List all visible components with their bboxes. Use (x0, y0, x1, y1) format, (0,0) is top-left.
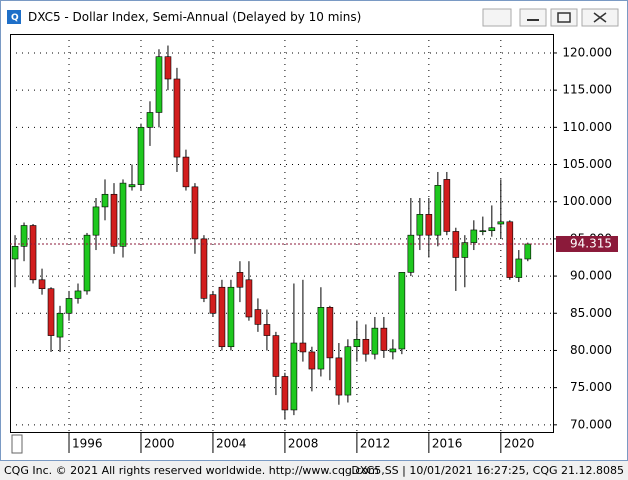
y-tick-label: 105.000 (562, 157, 612, 171)
candle-body (407, 234, 415, 273)
status-left: CQG Inc. © 2021 All rights reserved worl… (4, 464, 379, 477)
candle-body (371, 327, 379, 355)
maximize-glyph (557, 12, 571, 23)
link-button[interactable] (482, 8, 512, 27)
candle-body (200, 238, 208, 299)
candle-body (83, 234, 91, 292)
candle-body (209, 294, 217, 314)
y-tick-label: 100.000 (562, 194, 612, 208)
y-tick-label: 90.000 (570, 269, 612, 283)
candle-body (524, 243, 532, 260)
candle-body (137, 127, 145, 185)
candle-body (380, 327, 388, 351)
candle-body (389, 348, 397, 353)
y-tick-label: 80.000 (570, 343, 612, 357)
plot-area (10, 34, 554, 433)
x-tick-label: 2020 (504, 437, 535, 451)
last-price-box (556, 235, 618, 252)
candle-body (173, 78, 181, 158)
close-glyph (593, 12, 607, 23)
candle-body (38, 279, 46, 290)
candle-body (308, 351, 316, 370)
candle-body (434, 185, 442, 236)
candle-body (218, 286, 226, 348)
candle-body (74, 290, 82, 299)
candle-body (506, 221, 514, 278)
candle-body (65, 298, 73, 314)
y-tick-label: 75.000 (570, 380, 612, 394)
minimize-button[interactable] (519, 8, 547, 27)
candle-body (245, 279, 253, 318)
candle-body (236, 272, 244, 288)
scroll-handle[interactable] (11, 434, 23, 454)
candle-body (335, 357, 343, 396)
candle-body (290, 342, 298, 411)
candle-body (182, 156, 190, 188)
status-right: DXC5,SS | 10/01/2021 16:27:25, CQG 21.12… (351, 464, 624, 477)
candle-body (281, 376, 289, 411)
candle-body (488, 227, 496, 232)
candle-body (29, 225, 37, 281)
candle-body (443, 179, 451, 232)
candle-body (326, 307, 334, 359)
y-tick-label: 85.000 (570, 306, 612, 320)
last-price-label: 94.315 (570, 236, 612, 250)
x-tick-label: 1996 (72, 437, 103, 451)
candle-body (191, 186, 199, 240)
app-icon (7, 10, 21, 24)
candle-body (425, 214, 433, 236)
y-tick-label: 110.000 (562, 120, 612, 134)
candle-body (254, 309, 262, 325)
y-tick-label: 115.000 (562, 83, 612, 97)
x-tick-label: 2012 (360, 437, 391, 451)
candle-body (227, 286, 235, 348)
candle-body (416, 214, 424, 236)
candle-body (164, 56, 172, 80)
y-tick-label: 70.000 (570, 417, 612, 431)
window-title: DXC5 - Dollar Index, Semi-Annual (Delaye… (28, 10, 361, 24)
candle-body (299, 342, 307, 353)
icon-letter: Q (11, 13, 19, 23)
candle-body (362, 338, 370, 355)
candle-body (11, 246, 19, 260)
y-tick-label: 120.000 (562, 45, 612, 59)
candle-body (47, 288, 55, 336)
candle-body (92, 206, 100, 236)
candle-body (56, 312, 64, 338)
candle-body (479, 230, 487, 233)
candle-body (119, 182, 127, 247)
candle-body (128, 184, 136, 188)
candle-body (317, 307, 325, 370)
candle-body (263, 324, 271, 336)
candle-body (461, 242, 469, 258)
candle-body (353, 338, 361, 348)
candle-body (470, 229, 478, 243)
candle-body (398, 272, 406, 350)
candle-body (497, 221, 505, 225)
x-tick-label: 2008 (288, 437, 319, 451)
x-tick-label: 2000 (144, 437, 175, 451)
x-tick-label: 2016 (432, 437, 463, 451)
candle-body (110, 193, 118, 247)
candle-body (20, 225, 28, 247)
candle-body (155, 56, 163, 113)
x-tick-label: 2004 (216, 437, 247, 451)
candle-body (272, 335, 280, 377)
maximize-button[interactable] (550, 8, 578, 27)
candle-body (515, 258, 523, 278)
candle-body (101, 193, 109, 208)
candle-body (344, 346, 352, 396)
candle-body (146, 112, 154, 128)
